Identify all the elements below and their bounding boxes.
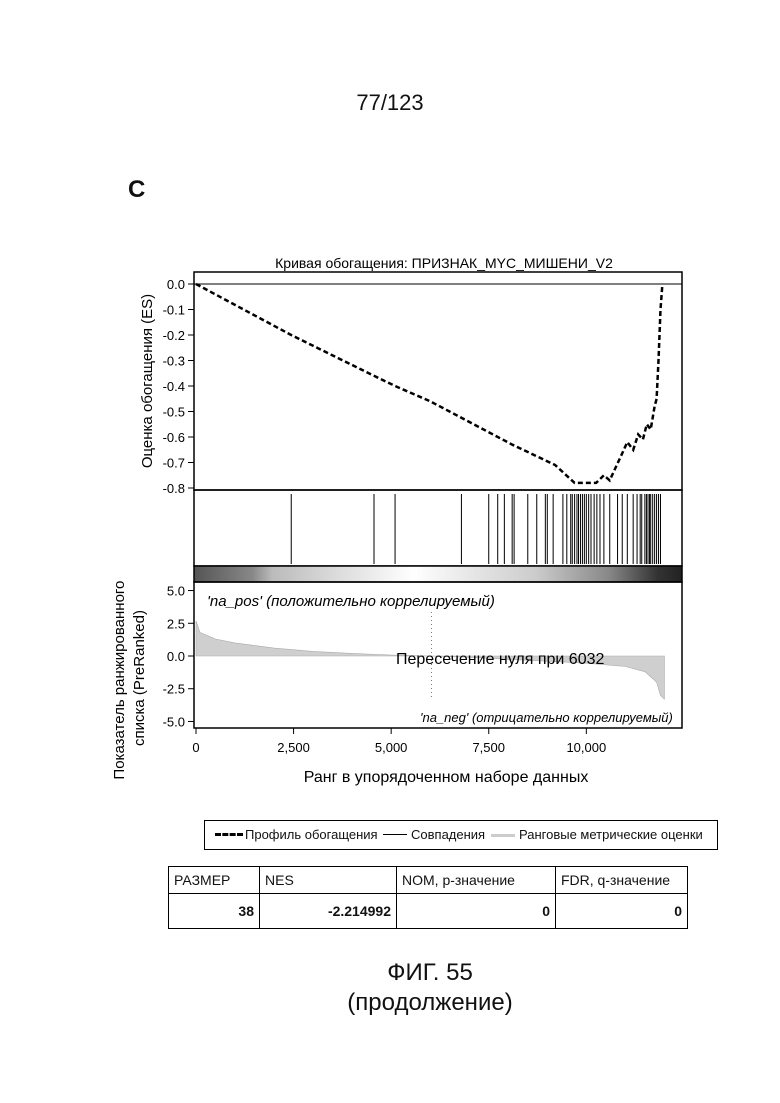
es-y-axis: 0.0 -0.1 -0.2 -0.3 -0.4 -0.5 -0.6 -0.7 -0.8 (163, 277, 194, 496)
stats-header-pval: NOM, p-значение (397, 867, 556, 894)
neg-label: 'na_neg' (отрицательно коррелируемый) (420, 710, 673, 725)
x-tick-label: 2,500 (277, 740, 310, 755)
stats-pval-value: 0 (397, 894, 556, 929)
pos-label: 'na_pos' (положительно коррелируемый) (207, 593, 495, 610)
es-y-tick-label: -0.5 (163, 405, 185, 420)
hits-panel-frame (194, 490, 682, 566)
stats-size-value: 38 (169, 894, 260, 929)
es-y-tick-label: -0.4 (163, 379, 185, 394)
rank-gradient-bar (194, 566, 682, 582)
es-y-tick-label: -0.2 (163, 328, 185, 343)
legend-hits-swatch (383, 834, 407, 835)
es-y-tick-label: -0.7 (163, 456, 185, 471)
es-y-tick-label: -0.1 (163, 303, 185, 318)
figure-caption: ФИГ. 55 (продолжение) (0, 958, 780, 1018)
stats-header-nes: NES (260, 867, 397, 894)
stats-header-qval: FDR, q-значение (556, 867, 688, 894)
stats-nes-value: -2.214992 (260, 894, 397, 929)
x-axis: 0 2,500 5,000 7,500 10,000 (192, 728, 606, 755)
es-profile-line (196, 284, 662, 483)
es-y-tick-label: -0.6 (163, 430, 185, 445)
metric-y-axis-label-line-1: Показатель ранжированного (111, 581, 128, 780)
stats-header-row: РАЗМЕР NES NOM, p-значение FDR, q-значен… (169, 867, 688, 894)
stats-value-row: 38 -2.214992 0 0 (169, 894, 688, 929)
chart-title: Кривая обогащения: ПРИЗНАК_MYC_МИШЕНИ_V2 (275, 255, 613, 271)
hit-lines (291, 494, 660, 564)
legend-metric-swatch (491, 834, 515, 837)
metric-y-axis: 5.0 2.5 0.0 -2.5 -5.0 (163, 584, 194, 730)
zero-cross-label: Пересечение нуля при 6032 (396, 651, 604, 668)
metric-y-tick-label: 2.5 (167, 616, 185, 631)
x-tick-label: 0 (192, 740, 199, 755)
es-y-axis-label: Оценка обогащения (ES) (139, 294, 156, 468)
es-y-tick-label: -0.8 (163, 481, 185, 496)
x-tick-label: 10,000 (566, 740, 606, 755)
x-tick-label: 5,000 (375, 740, 408, 755)
figure-caption-subtitle: (продолжение) (0, 988, 780, 1018)
legend: Профиль обогащения Совпадения Ранговые м… (204, 820, 718, 850)
x-tick-label: 7,500 (472, 740, 505, 755)
metric-y-tick-label: 5.0 (167, 584, 185, 599)
metric-y-tick-label: -2.5 (163, 682, 185, 697)
legend-es-label: Профиль обогащения (245, 827, 378, 842)
legend-metric-label: Ранговые метрические оценки (519, 827, 703, 842)
es-y-tick-label: 0.0 (167, 277, 185, 292)
stats-header-size: РАЗМЕР (169, 867, 260, 894)
legend-es-swatch (215, 833, 243, 836)
stats-table: РАЗМЕР NES NOM, p-значение FDR, q-значен… (168, 866, 688, 929)
stats-qval-value: 0 (556, 894, 688, 929)
figure-caption-title: ФИГ. 55 (0, 958, 780, 988)
metric-y-axis-label-line-2: списка (PreRanked) (131, 610, 148, 746)
es-panel-frame (194, 272, 682, 490)
es-y-tick-label: -0.3 (163, 354, 185, 369)
metric-y-tick-label: -5.0 (163, 714, 185, 729)
legend-hits-label: Совпадения (411, 827, 485, 842)
x-axis-label: Ранг в упорядоченном наборе данных (304, 769, 589, 786)
metric-y-tick-label: 0.0 (167, 649, 185, 664)
metric-y-axis-label: Показатель ранжированного списка (PreRan… (111, 576, 148, 779)
